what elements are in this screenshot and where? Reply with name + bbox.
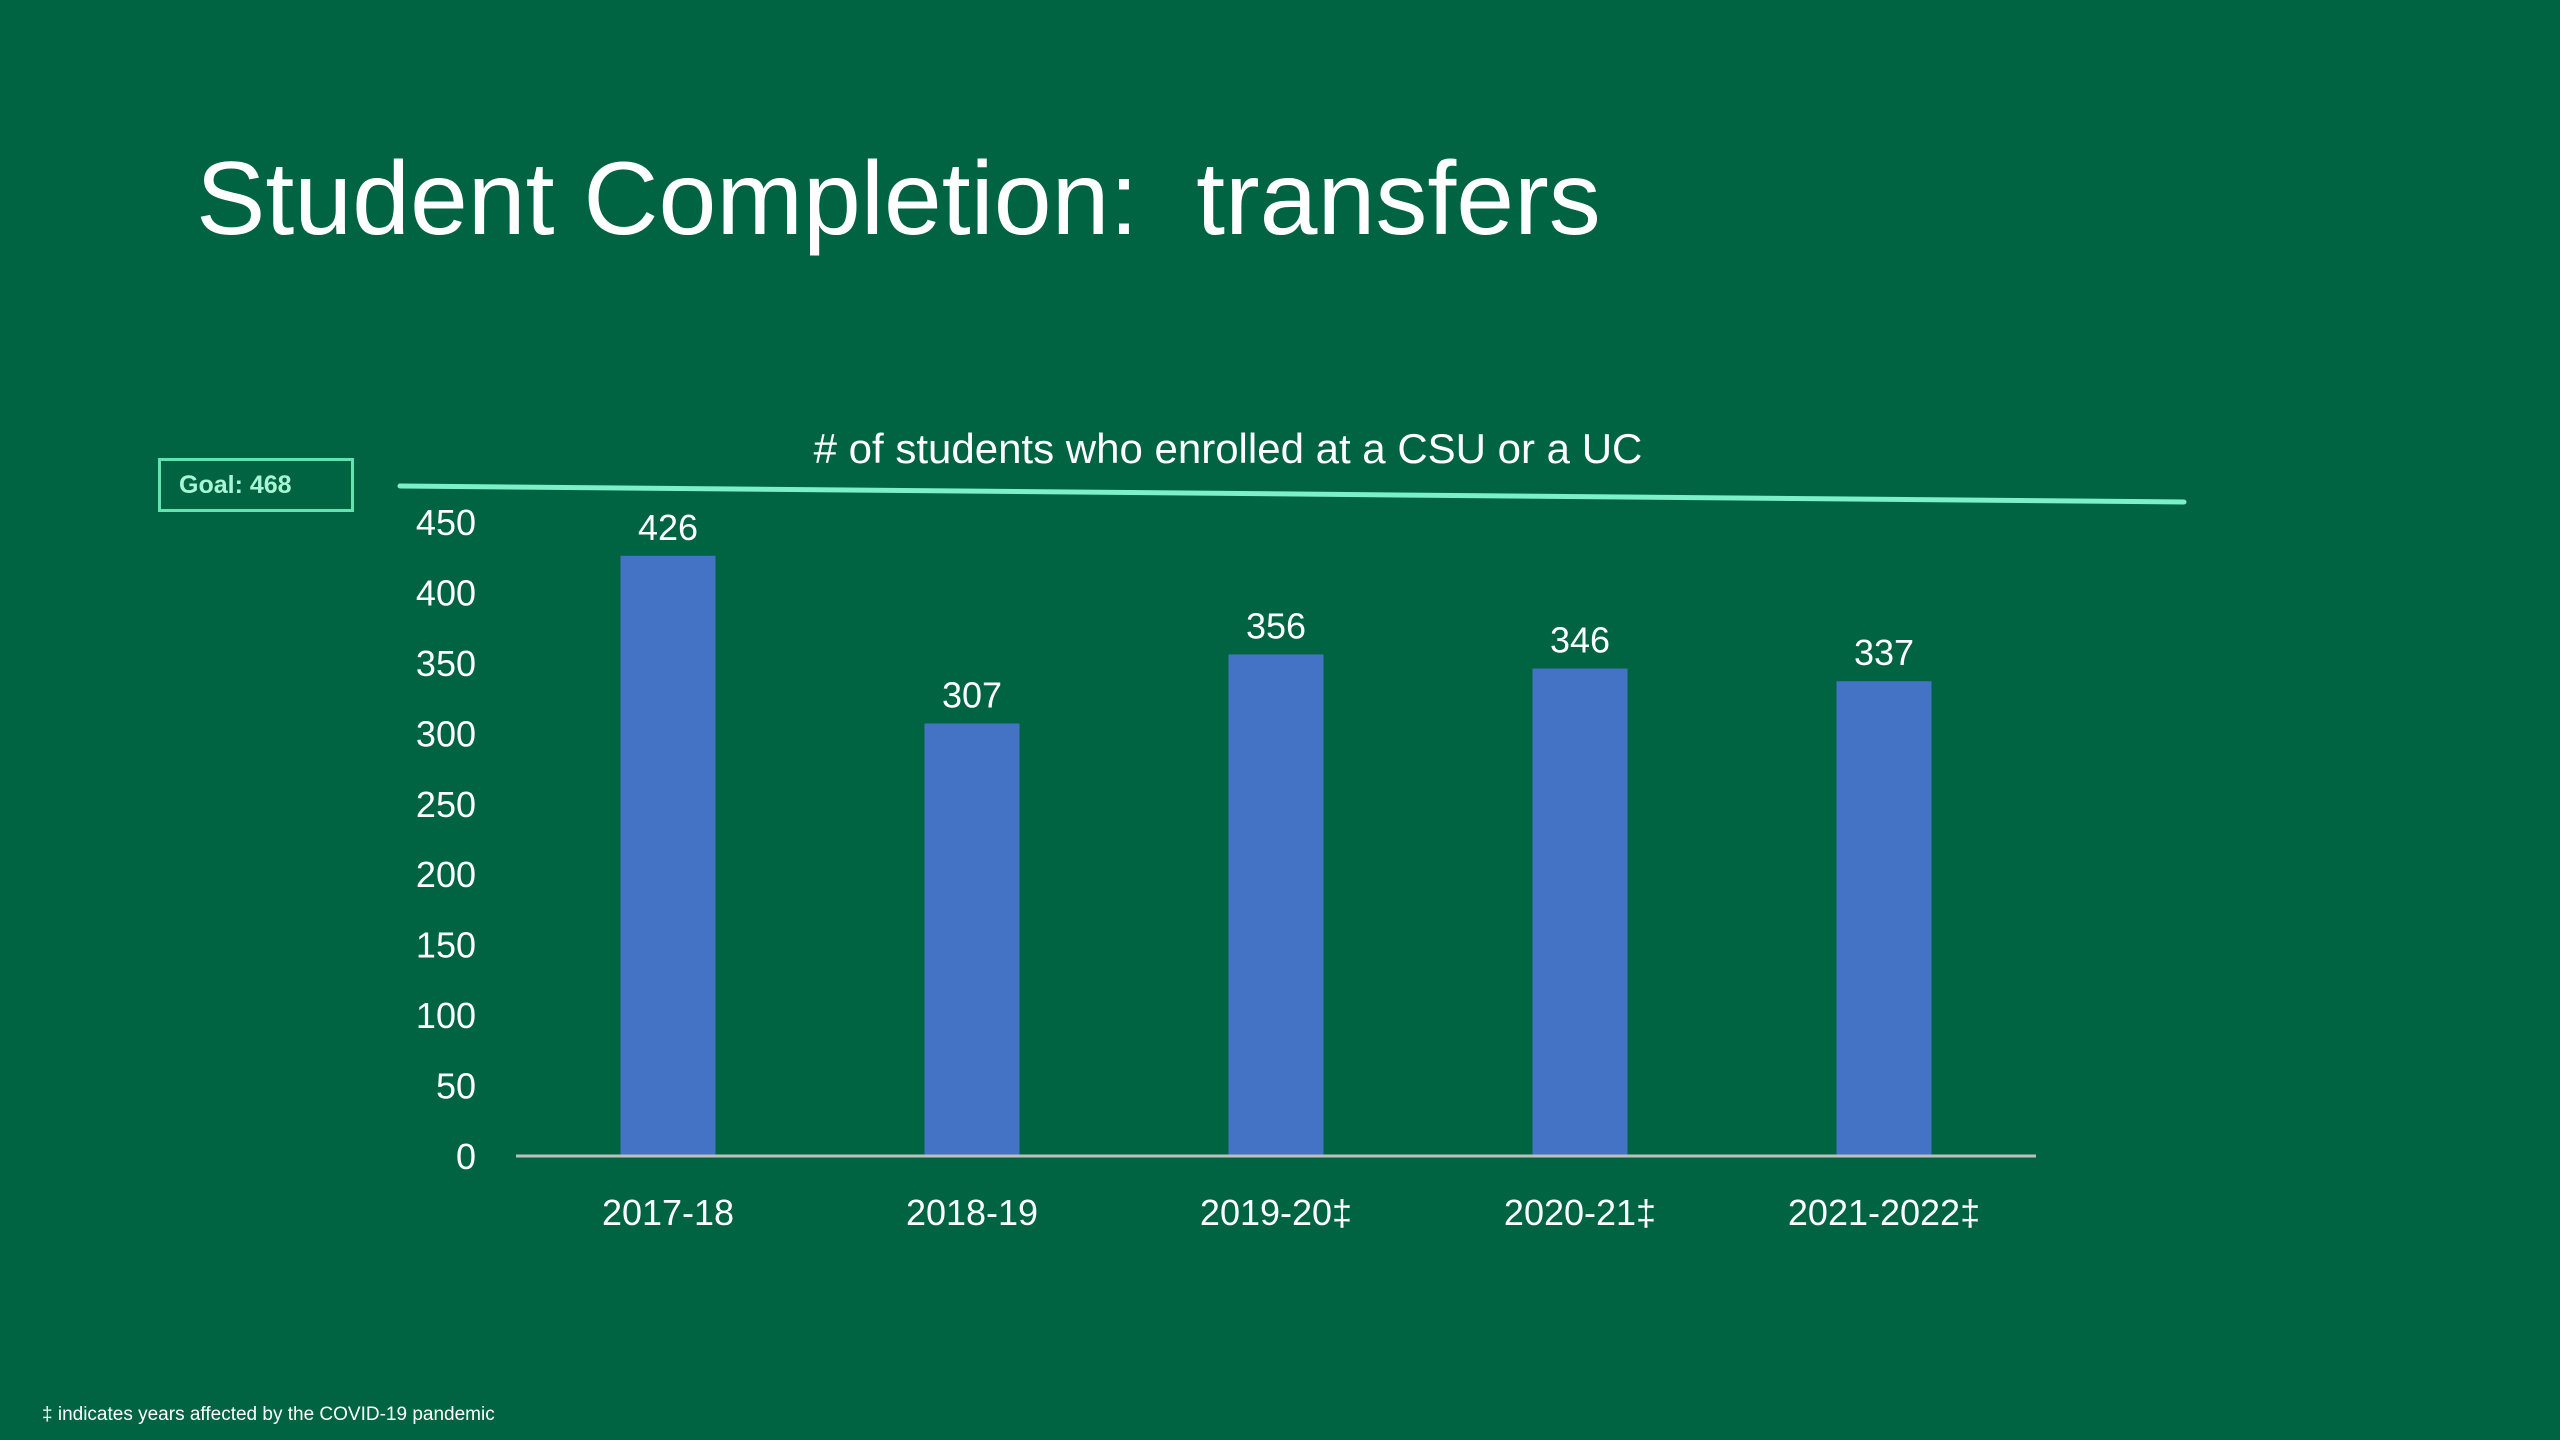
data-labels: 426 307 356 346 337 xyxy=(638,507,1914,716)
goal-line xyxy=(397,483,2187,505)
data-label: 337 xyxy=(1854,632,1914,673)
footnote: ‡ indicates years affected by the COVID-… xyxy=(42,1404,495,1425)
data-label: 346 xyxy=(1550,620,1610,661)
y-tick-label: 50 xyxy=(436,1066,476,1107)
bar xyxy=(1228,654,1324,1156)
x-tick-label: 2021-2022‡ xyxy=(1788,1192,1980,1233)
y-tick-label: 300 xyxy=(416,713,476,754)
y-tick-label: 0 xyxy=(456,1136,476,1177)
chart-title: # of students who enrolled at a CSU or a… xyxy=(814,425,1643,472)
x-tick-label: 2017-18 xyxy=(602,1192,734,1233)
goal-label-box: Goal: 468 xyxy=(158,458,354,512)
y-tick-label: 150 xyxy=(416,925,476,966)
y-tick-label: 350 xyxy=(416,643,476,684)
bar xyxy=(1836,681,1932,1156)
y-tick-label: 200 xyxy=(416,854,476,895)
bar xyxy=(924,723,1020,1156)
x-tick-label: 2018-19 xyxy=(906,1192,1038,1233)
y-tick-label: 100 xyxy=(416,995,476,1036)
data-label: 307 xyxy=(942,674,1002,715)
data-label: 356 xyxy=(1246,605,1306,646)
bar xyxy=(620,555,716,1156)
slide-title: Student Completion: transfers xyxy=(196,141,1601,257)
bars xyxy=(620,555,1932,1156)
y-axis-ticks: 0 50 100 150 200 250 300 350 400 450 xyxy=(416,502,476,1177)
data-label: 426 xyxy=(638,507,698,548)
y-tick-label: 450 xyxy=(416,502,476,543)
x-tick-label: 2020-21‡ xyxy=(1504,1192,1656,1233)
y-tick-label: 250 xyxy=(416,784,476,825)
bar xyxy=(1532,668,1628,1156)
x-tick-label: 2019-20‡ xyxy=(1200,1192,1352,1233)
x-axis-ticks: 2017-18 2018-19 2019-20‡ 2020-21‡ 2021-2022‡ xyxy=(602,1192,1980,1233)
y-tick-label: 400 xyxy=(416,572,476,613)
